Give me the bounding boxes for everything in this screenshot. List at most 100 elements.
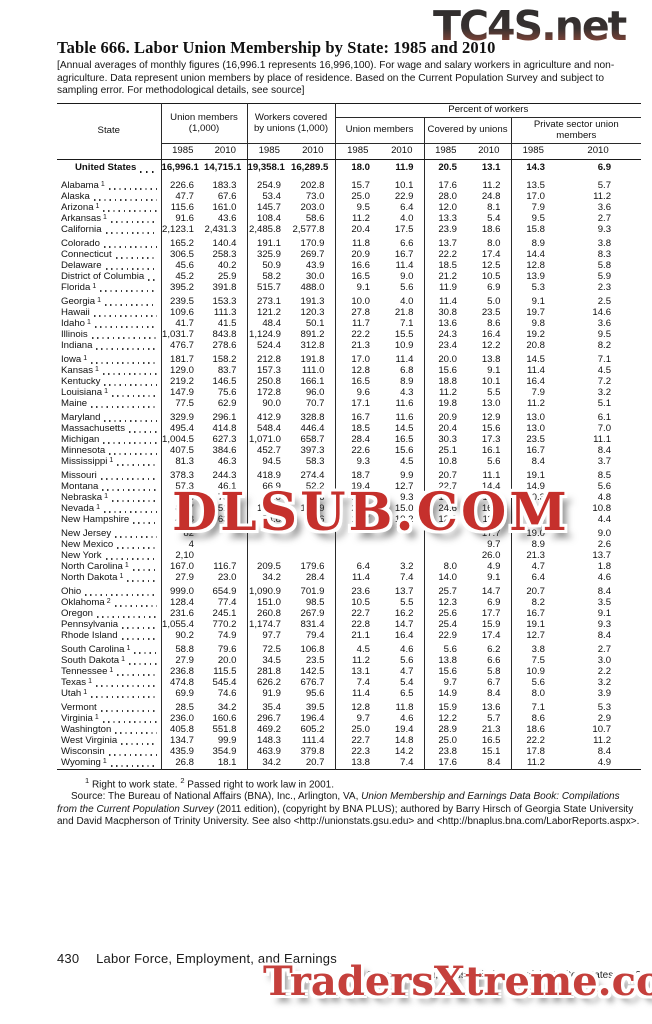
- value-cell: 6.4: [380, 202, 425, 214]
- value-cell: 14.7: [467, 583, 512, 598]
- table-row: Kentucky 219.2 146.5 250.8 166.1 16.5 8.9 18.8 1…: [57, 376, 641, 388]
- col-header-union-members-thousands: Union members (1,000): [161, 103, 248, 145]
- value-cell: 9.5: [356, 202, 371, 213]
- state-cell: Nevada 1: [57, 503, 162, 515]
- state-cell: New Mexico: [57, 539, 162, 551]
- value-cell: 14.9: [526, 481, 546, 492]
- table-row: Indiana 476.7 278.6 524.4 312.8 21.3 10.9 23.4 1…: [57, 340, 641, 352]
- table-row: Pennsylvania 1,055.4 770.2 1,174.7 831.4 22.8…: [57, 619, 641, 631]
- table-row: Montana 57.3 46.1 66.9 52.2 19.4 12.7 22.7 14.4 1…: [57, 481, 641, 493]
- value-cell: 5.9: [597, 271, 612, 282]
- value-cell: 22.7: [351, 608, 371, 619]
- value-cell: 3.7: [597, 456, 612, 467]
- value-cell: 6.4: [531, 572, 546, 583]
- value-cell: 151.0: [256, 597, 281, 608]
- value-cell: 40.2: [204, 260, 248, 272]
- value-cell: 15.0: [380, 503, 425, 515]
- value-cell: 79.6: [204, 641, 248, 656]
- state-cell: Connecticut: [57, 249, 162, 261]
- state-name: Minnesota: [61, 445, 106, 456]
- table-row: Alabama 1 226.6 183.3 254.9 202.8 15.7 10.1 17.6…: [57, 177, 641, 192]
- dot-leader: [100, 478, 157, 481]
- state-name: Montana: [61, 481, 99, 492]
- state-cell: Utah 1: [57, 688, 162, 700]
- state-name: Arkansas: [61, 213, 101, 224]
- dot-leader: [110, 765, 157, 768]
- value-cell: 25.0: [351, 191, 371, 202]
- table-row: Kansas 1 129.0 83.7 157.3 111.0 12.8 6.8 15.6 9.1…: [57, 365, 641, 377]
- value-cell: 106.8: [291, 641, 336, 656]
- value-cell: 325.9: [256, 249, 281, 260]
- dot-leader: [102, 489, 157, 492]
- value-cell: 8.2: [597, 340, 612, 351]
- state-name: California: [61, 224, 102, 235]
- table-row: Wisconsin 435.9 354.9 463.9 379.8 22.3 14.2 23.…: [57, 746, 641, 758]
- value-cell: 47.7: [175, 191, 194, 202]
- value-cell: 15.6: [467, 423, 512, 435]
- state-name: Illinois: [61, 329, 88, 340]
- table-row: Georgia 1 239.5 153.3 273.1 191.3 10.0 4.0 11.4 5…: [57, 293, 641, 308]
- value-cell: 12.8: [526, 260, 546, 271]
- value-cell: 1,071.0: [248, 434, 281, 445]
- value-cell: 15.8: [526, 224, 546, 235]
- table-row: Vermont 28.5 34.2 35.4 39.5 12.8 11.8 15.9 13.6 7…: [57, 699, 641, 714]
- dot-leader: [105, 232, 157, 235]
- state-name: Delaware: [61, 260, 102, 271]
- value-cell: 8.9: [531, 237, 546, 249]
- value-cell: 379.8: [291, 746, 336, 758]
- value-cell: 8.4: [597, 746, 612, 757]
- state-cell: Missouri: [57, 467, 162, 482]
- footnote-1-text: Right to work state.: [91, 779, 178, 791]
- value-cell: 3.9: [597, 688, 612, 699]
- value-cell: 18.5: [351, 423, 371, 434]
- state-cell: Colorado: [57, 235, 162, 250]
- value-cell: 446.4: [291, 423, 336, 435]
- table-row: Hawaii 109.6 111.3 121.2 120.3 27.8 21.8 30.8 23…: [57, 307, 641, 319]
- dot-leader: [117, 464, 157, 467]
- value-cell: 16.7: [351, 411, 371, 423]
- value-cell: 28.4: [291, 572, 336, 584]
- value-cell: 17.4: [467, 249, 512, 261]
- table-row: Delaware 45.6 40.2 50.9 43.9 16.6 11.4 18.5 12.5…: [57, 260, 641, 272]
- value-cell: 5.6: [443, 643, 458, 655]
- value-cell: 21.2: [438, 271, 458, 282]
- value-cell: 191.1: [256, 237, 281, 249]
- value-cell: 5.4: [467, 213, 512, 225]
- value-cell: 14.7: [380, 619, 425, 631]
- value-cell: 8.0: [531, 688, 546, 699]
- value-cell: 25.4: [438, 619, 458, 630]
- footnote-marker: 1: [83, 354, 88, 362]
- value-cell: 147.9: [169, 387, 194, 398]
- value-cell: 250.8: [256, 376, 281, 387]
- value-cell: 435.9: [169, 746, 194, 757]
- table-row: Maine 77.5 62.9 90.0 70.7 17.1 11.6 19.8 13.0 11.…: [57, 398, 641, 410]
- value-cell: 179.6: [291, 561, 336, 573]
- dot-leader: [108, 188, 157, 191]
- value-cell: 9.1: [467, 572, 512, 584]
- value-cell: 8.4: [467, 688, 512, 700]
- value-cell: 14.4: [467, 481, 512, 493]
- value-cell: 6.4: [356, 561, 371, 572]
- dot-leader: [109, 453, 157, 456]
- value-cell: 6.2: [467, 641, 512, 656]
- state-name: Texas: [61, 677, 87, 688]
- value-cell: 12.0: [438, 514, 458, 525]
- value-cell: 41.7: [175, 318, 194, 329]
- value-cell: 160.6: [204, 713, 248, 725]
- footnote-marker: 1: [103, 213, 107, 221]
- state-name: Wisconsin: [61, 746, 105, 757]
- year-header: 2010: [204, 143, 248, 161]
- value-cell: 13.6: [438, 318, 458, 329]
- value-cell: 8.3: [597, 249, 612, 260]
- value-cell: 7.9: [531, 387, 546, 398]
- value-cell: 5.8: [597, 260, 612, 271]
- value-cell: 11.7: [467, 514, 512, 526]
- value-cell: 627.3: [204, 434, 248, 446]
- state-name: Maine: [61, 398, 88, 409]
- value-cell: 5.1: [597, 398, 612, 409]
- state-name: Michigan: [61, 434, 100, 445]
- value-cell: 70.7: [291, 398, 336, 410]
- footnote-marker: 1: [88, 677, 92, 685]
- value-cell: 4.7: [531, 561, 546, 572]
